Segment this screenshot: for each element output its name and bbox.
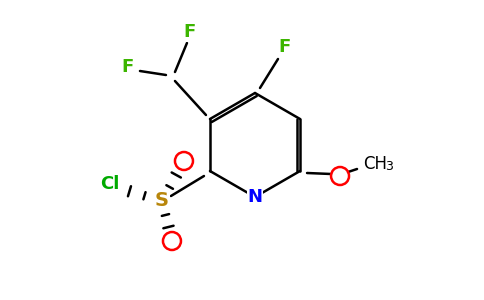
Text: CH: CH [363, 155, 387, 173]
Text: S: S [155, 191, 169, 211]
Text: N: N [247, 188, 262, 206]
Text: Cl: Cl [100, 175, 120, 193]
Text: F: F [279, 38, 291, 56]
Text: F: F [122, 58, 134, 76]
Text: F: F [184, 23, 196, 41]
Text: 3: 3 [385, 160, 393, 172]
